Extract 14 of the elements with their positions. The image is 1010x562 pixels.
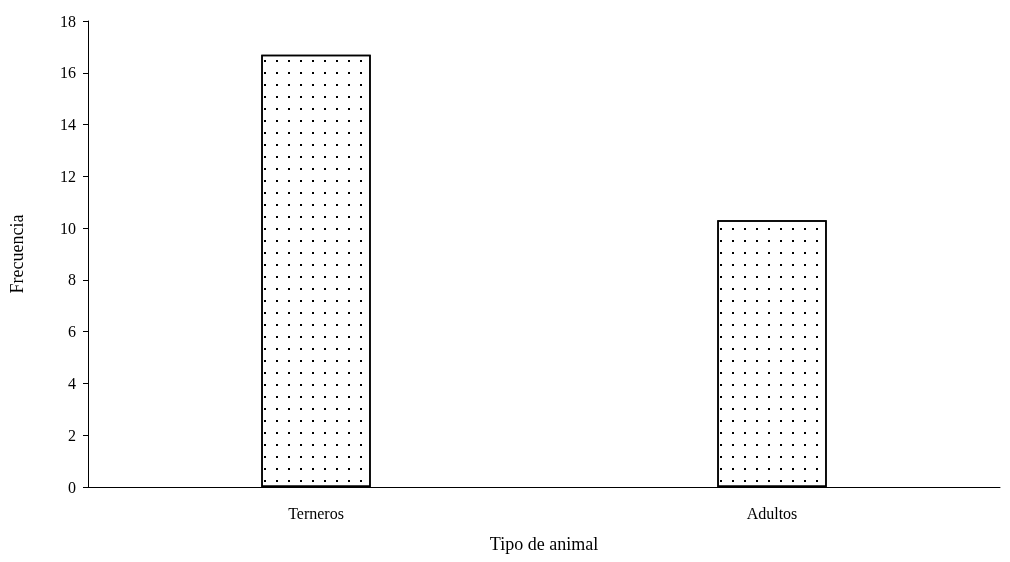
x-axis-title: Tipo de animal xyxy=(489,534,599,554)
x-tick-label: Terneros xyxy=(288,504,344,522)
y-axis-title: Frecuencia xyxy=(7,214,27,294)
y-tick-label: 8 xyxy=(68,271,76,289)
y-tick-label: 14 xyxy=(60,116,76,134)
y-tick-label: 18 xyxy=(60,12,76,30)
y-tick-label: 12 xyxy=(60,167,76,185)
y-tick-label: 16 xyxy=(60,64,76,82)
y-tick-label: 0 xyxy=(68,478,76,496)
y-tick-label: 4 xyxy=(68,374,76,392)
y-tick-label: 6 xyxy=(68,323,76,341)
y-tick-label: 2 xyxy=(68,426,76,444)
x-tick-label: Adultos xyxy=(746,504,798,522)
y-tick-label: 10 xyxy=(60,219,76,237)
